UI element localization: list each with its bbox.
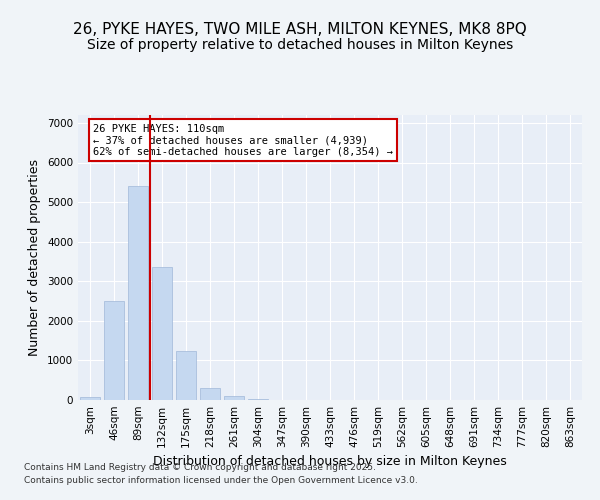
X-axis label: Distribution of detached houses by size in Milton Keynes: Distribution of detached houses by size … xyxy=(153,456,507,468)
Text: 26 PYKE HAYES: 110sqm
← 37% of detached houses are smaller (4,939)
62% of semi-d: 26 PYKE HAYES: 110sqm ← 37% of detached … xyxy=(93,124,393,157)
Bar xyxy=(128,186,148,400)
Bar xyxy=(152,268,172,400)
Text: Contains public sector information licensed under the Open Government Licence v3: Contains public sector information licen… xyxy=(24,476,418,485)
Text: Size of property relative to detached houses in Milton Keynes: Size of property relative to detached ho… xyxy=(87,38,513,52)
Y-axis label: Number of detached properties: Number of detached properties xyxy=(28,159,41,356)
Text: Contains HM Land Registry data © Crown copyright and database right 2025.: Contains HM Land Registry data © Crown c… xyxy=(24,464,376,472)
Bar xyxy=(104,301,124,400)
Bar xyxy=(224,396,244,400)
Bar xyxy=(176,350,196,400)
Bar xyxy=(80,397,100,400)
Bar xyxy=(248,399,268,400)
Text: 26, PYKE HAYES, TWO MILE ASH, MILTON KEYNES, MK8 8PQ: 26, PYKE HAYES, TWO MILE ASH, MILTON KEY… xyxy=(73,22,527,38)
Bar xyxy=(200,388,220,400)
